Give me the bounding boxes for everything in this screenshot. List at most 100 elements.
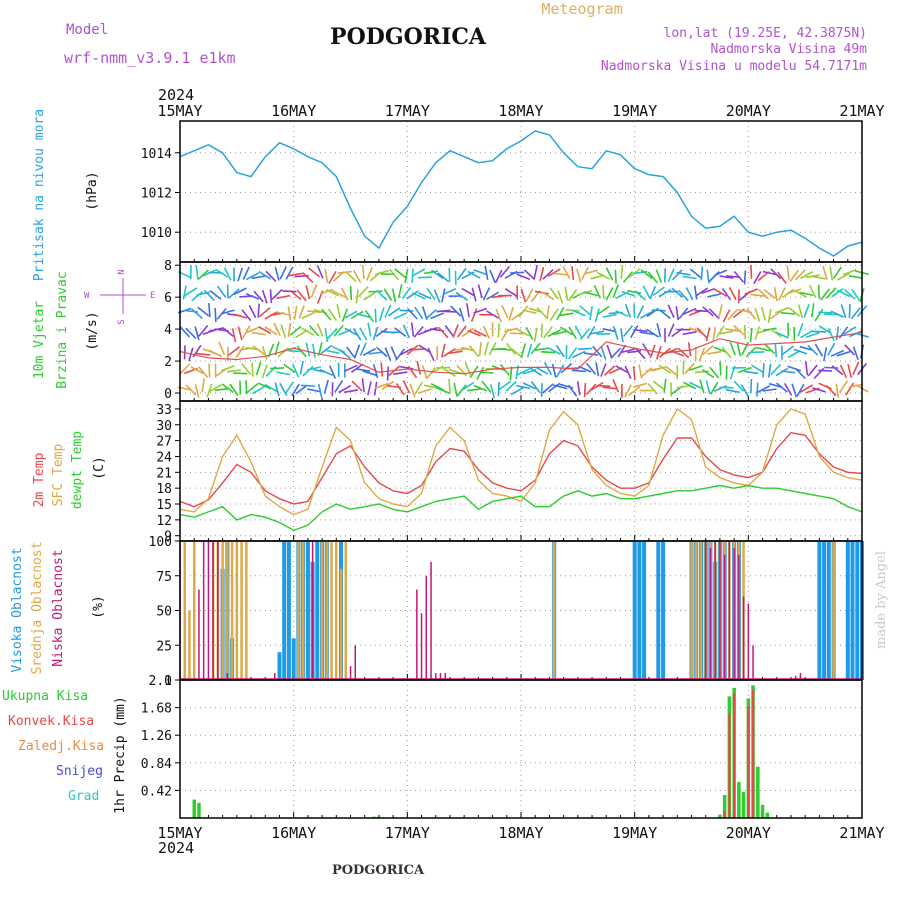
- cloud-ylabel-low: Niska Oblacnost: [51, 549, 66, 666]
- wind-ytick-label: 6: [164, 291, 172, 306]
- wind-arrow: [702, 306, 714, 317]
- wind-arrow: [194, 326, 200, 341]
- wind-arrow: [407, 308, 418, 320]
- wind-arrow: [796, 383, 805, 397]
- wind-arrow: [505, 380, 517, 392]
- wind-arrow: [367, 381, 372, 396]
- temp-ytick-label: 30: [156, 419, 172, 434]
- wind-arrow: [479, 371, 494, 374]
- wind-arrow: [300, 384, 315, 387]
- wind-arrow: [762, 270, 777, 276]
- wind-arrow: [844, 344, 856, 356]
- cloud-bar: [705, 541, 707, 680]
- wind-arrow: [340, 287, 349, 301]
- wind-arrow: [323, 379, 329, 394]
- wind-arrow: [689, 381, 703, 390]
- wind-arrow: [478, 342, 482, 357]
- page-title: PODGORICA: [330, 24, 487, 50]
- wind-arrow: [333, 324, 344, 337]
- date-label-top: 16MAY: [271, 102, 316, 120]
- wind-arrow: [483, 341, 490, 356]
- wind-arrow: [605, 267, 614, 281]
- wind-arrow: [229, 383, 239, 396]
- wind-arrow: [421, 365, 428, 380]
- wind-arrow: [770, 363, 782, 376]
- cloud-bar: [226, 541, 229, 680]
- cloud-bar: [435, 673, 437, 680]
- wind-arrow: [368, 290, 383, 293]
- wind-arrow: [307, 388, 322, 393]
- temp-line-2: [179, 484, 863, 532]
- wind-arrow: [368, 351, 383, 355]
- pressure-unit: (hPa): [85, 171, 100, 210]
- wind-arrow: [725, 388, 740, 394]
- wind-arrow: [556, 307, 565, 321]
- wind-arrow: [301, 311, 315, 320]
- wind-arrow: [289, 325, 302, 336]
- wind-arrow: [279, 266, 288, 280]
- wind-arrow: [594, 308, 600, 323]
- wind-arrow: [380, 362, 384, 377]
- wind-arrow: [710, 381, 719, 395]
- wind-arrow: [516, 368, 530, 376]
- wind-arrow: [744, 370, 759, 375]
- wind-arrow: [789, 269, 799, 282]
- legend-grad: Grad: [68, 789, 99, 804]
- wind-arrow: [353, 270, 362, 283]
- wind-arrow: [220, 309, 235, 315]
- wind-arrow: [216, 285, 227, 298]
- wind-arrow: [197, 306, 210, 317]
- wind-arrow: [577, 347, 592, 350]
- wind-arrow: [289, 289, 302, 301]
- cloud-bar: [217, 541, 219, 680]
- wind-arrow: [610, 347, 622, 359]
- wind-arrow: [827, 327, 835, 342]
- wind-arrow: [814, 343, 824, 357]
- cloud-ylabel-mid: Srednja Oblacnost: [30, 541, 45, 674]
- wind-arrow: [729, 341, 736, 356]
- precip-ytick-label: 2.1: [149, 674, 172, 689]
- wind-arrow: [499, 363, 510, 376]
- cloud-bar: [855, 541, 860, 680]
- legend-snijeg: Snijeg: [56, 764, 103, 779]
- wind-arrow: [319, 288, 334, 295]
- cloud-bar: [799, 673, 802, 680]
- wind-arrow: [671, 269, 683, 281]
- date-label-bottom: 18MAY: [498, 824, 543, 842]
- cloud-bar: [845, 541, 850, 680]
- wind-arrow: [442, 287, 457, 296]
- wind-arrow: [261, 346, 268, 360]
- wind-arrow: [486, 310, 500, 319]
- cloud-panel: 0 25 50 75 100: [149, 535, 864, 689]
- wind-arrow: [556, 364, 565, 378]
- wind-arrow: [271, 288, 283, 300]
- cloud-bar: [183, 541, 186, 680]
- wind-arrow: [332, 289, 346, 298]
- wind-arrow: [636, 305, 645, 319]
- wind-arrow: [227, 346, 240, 357]
- wind-arrow: [395, 382, 405, 396]
- wind-arrow: [308, 324, 320, 337]
- wind-arrow: [437, 272, 450, 283]
- wind-arrow: [349, 286, 353, 301]
- temp-ytick-label: 9: [164, 530, 172, 545]
- wind-arrow: [273, 322, 281, 336]
- wind-arrow: [642, 285, 651, 299]
- wind-arrow: [477, 284, 483, 299]
- wind-arrow: [603, 365, 616, 376]
- wind-arrow: [338, 348, 351, 359]
- watermark: made by Angel: [874, 551, 889, 649]
- wind-arrow: [362, 347, 376, 357]
- wind-ylabel-2: Brzina i Pravac: [55, 271, 70, 388]
- temp-unit: (C): [92, 456, 107, 479]
- wind-arrow: [530, 342, 541, 355]
- wind-arrow: [642, 343, 651, 356]
- wind-arrow: [501, 304, 509, 319]
- wind-arrow: [497, 323, 500, 338]
- wind-arrow: [624, 365, 632, 380]
- wind-ytick-label: 8: [164, 259, 172, 274]
- wind-arrow: [696, 327, 708, 339]
- cloud-bar: [344, 541, 347, 680]
- wind-arrow: [548, 382, 561, 393]
- wind-arrow: [725, 275, 740, 278]
